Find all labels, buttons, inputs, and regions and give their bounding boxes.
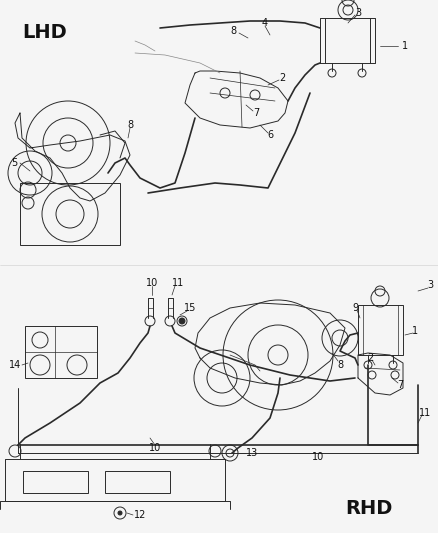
Bar — [23, 471, 88, 493]
Text: 11: 11 — [172, 278, 184, 288]
Text: 7: 7 — [397, 380, 403, 390]
Text: 1: 1 — [412, 326, 418, 336]
Bar — [20, 183, 120, 245]
Text: 8: 8 — [127, 120, 133, 130]
Bar — [358, 305, 403, 355]
Text: 12: 12 — [134, 510, 146, 520]
Bar — [105, 471, 170, 493]
Text: 4: 4 — [262, 18, 268, 28]
Text: 3: 3 — [427, 280, 433, 290]
Text: 10: 10 — [149, 443, 161, 453]
Text: 10: 10 — [146, 278, 158, 288]
Text: RHD: RHD — [345, 499, 392, 518]
Text: 1: 1 — [402, 41, 408, 51]
Text: 6: 6 — [267, 130, 273, 140]
Circle shape — [118, 511, 122, 515]
Text: 13: 13 — [246, 448, 258, 458]
Text: 8: 8 — [230, 26, 236, 36]
Text: 2: 2 — [367, 353, 373, 363]
Text: 15: 15 — [184, 303, 196, 313]
Text: LHD: LHD — [22, 23, 67, 42]
Text: 3: 3 — [355, 8, 361, 18]
Text: 8: 8 — [337, 360, 343, 370]
Text: 7: 7 — [253, 108, 259, 118]
Text: 9: 9 — [352, 303, 358, 313]
Circle shape — [179, 318, 185, 324]
Text: 10: 10 — [312, 452, 324, 462]
Text: 2: 2 — [279, 73, 285, 83]
Text: 5: 5 — [11, 158, 17, 168]
Text: 11: 11 — [419, 408, 431, 418]
Bar — [25, 326, 97, 378]
Text: 14: 14 — [9, 360, 21, 370]
